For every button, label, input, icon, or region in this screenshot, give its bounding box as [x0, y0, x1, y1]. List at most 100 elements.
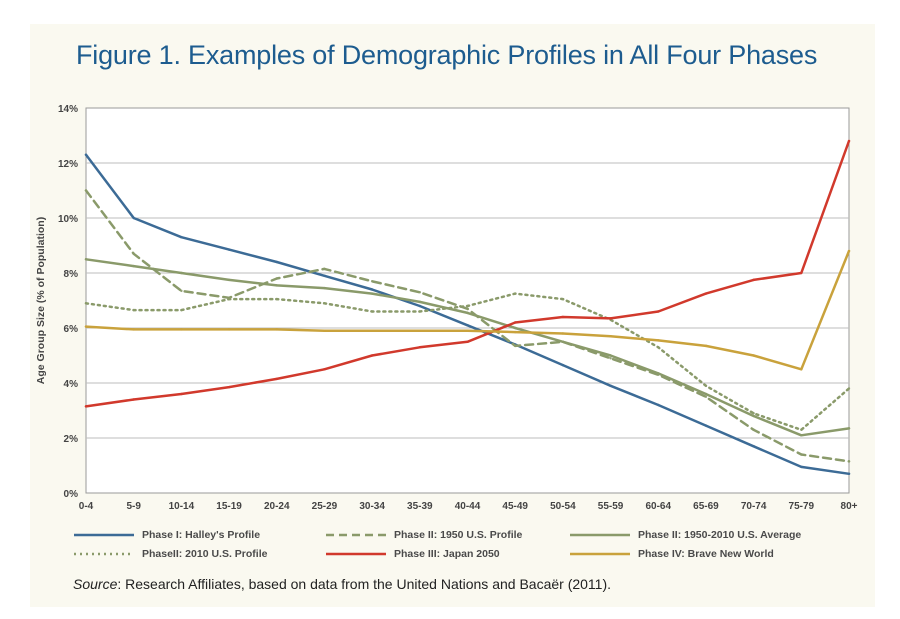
series-1-point	[180, 289, 183, 293]
series-1-point	[752, 428, 755, 431]
series-4-point	[752, 278, 755, 282]
x-tick-label: 45-49	[502, 501, 528, 512]
series-4-point	[180, 392, 183, 396]
line-chart: 0% 2% 4% 6% 8% 10% 12% 14% 0-4 5-9 10-14 15-19 20-24…	[35, 104, 858, 512]
series-1-point	[418, 291, 422, 294]
y-tick-label: 12%	[58, 159, 78, 170]
series-4-point	[323, 368, 326, 371]
series-0-point	[84, 153, 88, 156]
series-3-point	[132, 308, 135, 312]
series-3-point	[513, 292, 517, 295]
legend-item-brave-new-world: Phase IV: Brave New World	[570, 546, 774, 562]
series-2-point	[180, 271, 183, 275]
series-2-point	[370, 292, 374, 295]
series-5-point	[704, 344, 708, 348]
y-tick-label: 4%	[64, 379, 79, 390]
series-2-point	[561, 340, 565, 343]
legend-item-2010-profile: PhaseII: 2010 U.S. Profile	[74, 546, 267, 562]
series-2-point	[513, 326, 517, 330]
series-2-point	[800, 434, 803, 437]
legend-label-japan-2050: Phase III: Japan 2050	[394, 548, 500, 560]
series-0-point	[800, 465, 803, 469]
y-tick-label: 8%	[64, 269, 79, 280]
x-tick-label: 75-79	[789, 501, 815, 512]
series-0-point	[752, 445, 755, 448]
source-label: Source	[73, 576, 118, 592]
chart-legend: Phase I: Halley's Profile Phase II: 1950…	[74, 527, 864, 567]
legend-swatch-brave-new-world	[570, 552, 630, 556]
series-0-point	[466, 324, 469, 327]
series-2-point	[847, 427, 851, 430]
series-0-point	[323, 274, 326, 277]
series-0-point	[657, 403, 660, 407]
series-0-point	[609, 384, 612, 387]
series-5-point	[513, 330, 517, 334]
series-1-point	[513, 344, 517, 348]
series-1-point	[84, 189, 88, 192]
x-tick-label: 30-34	[359, 501, 385, 512]
series-3-point	[561, 297, 565, 301]
x-tick-label: 35-39	[407, 501, 433, 512]
series-2-point	[418, 300, 422, 304]
legend-label-1950-2010-average: Phase II: 1950-2010 U.S. Average	[638, 529, 802, 541]
plot-area	[85, 107, 850, 494]
series-4-point	[847, 139, 851, 143]
series-2-point	[84, 258, 88, 261]
series-0-point	[370, 288, 374, 291]
x-tick-label: 5-9	[126, 501, 141, 512]
series-5-point	[609, 335, 612, 338]
x-tick-label: 50-54	[550, 501, 576, 512]
series-4-point	[561, 315, 565, 319]
series-1-point	[370, 280, 374, 283]
series-2-point	[323, 286, 326, 290]
series-1-point	[847, 460, 851, 463]
series-0-point	[704, 424, 708, 427]
y-tick-label: 0%	[64, 489, 79, 500]
series-3-point	[657, 346, 660, 349]
series-5-point	[323, 329, 326, 332]
y-tick-label: 6%	[64, 324, 79, 335]
series-3-point	[370, 310, 374, 313]
x-tick-label: 20-24	[264, 501, 290, 512]
legend-label-brave-new-world: Phase IV: Brave New World	[638, 548, 774, 560]
figure-panel: Figure 1. Examples of Demographic Profil…	[30, 24, 875, 607]
series-5-point	[418, 329, 422, 332]
series-5-point	[847, 249, 851, 253]
x-tick-label: 55-59	[598, 501, 624, 512]
series-0-point	[132, 216, 135, 220]
series-4-point	[370, 354, 374, 357]
series-4-point	[800, 271, 803, 275]
series-5-point	[84, 325, 88, 328]
series-3-point	[227, 297, 231, 301]
series-3-point	[466, 304, 469, 308]
series-0-point	[847, 472, 851, 475]
x-tick-label: 25-29	[312, 501, 338, 512]
series-4-point	[275, 377, 278, 381]
series-3-point	[275, 297, 278, 301]
series-1-point	[275, 277, 278, 280]
x-tick-label: 60-64	[645, 501, 671, 512]
series-5-point	[275, 328, 278, 331]
series-5-point	[466, 329, 469, 332]
series-3-point	[800, 428, 803, 431]
y-axis-label: Age Group Size (% of Population)	[35, 217, 47, 384]
series-1-point	[132, 252, 135, 255]
series-2-point	[609, 354, 612, 357]
legend-item-japan-2050: Phase III: Japan 2050	[326, 546, 500, 562]
series-1-point	[800, 453, 803, 456]
series-5-point	[132, 328, 135, 331]
series-5-point	[180, 328, 183, 331]
legend-swatch-1950-profile	[326, 533, 386, 537]
series-1-point	[466, 307, 469, 310]
x-tick-label: 40-44	[455, 501, 481, 512]
series-2-point	[752, 414, 755, 418]
legend-item-1950-profile: Phase II: 1950 U.S. Profile	[326, 527, 522, 543]
y-tick-label: 10%	[58, 214, 78, 225]
series-5-point	[370, 329, 374, 332]
series-4-point	[84, 405, 88, 408]
series-4-point	[466, 340, 469, 343]
series-3-point	[323, 302, 326, 305]
series-2-point	[466, 311, 469, 315]
series-2-point	[132, 264, 135, 268]
series-4-point	[657, 310, 660, 313]
